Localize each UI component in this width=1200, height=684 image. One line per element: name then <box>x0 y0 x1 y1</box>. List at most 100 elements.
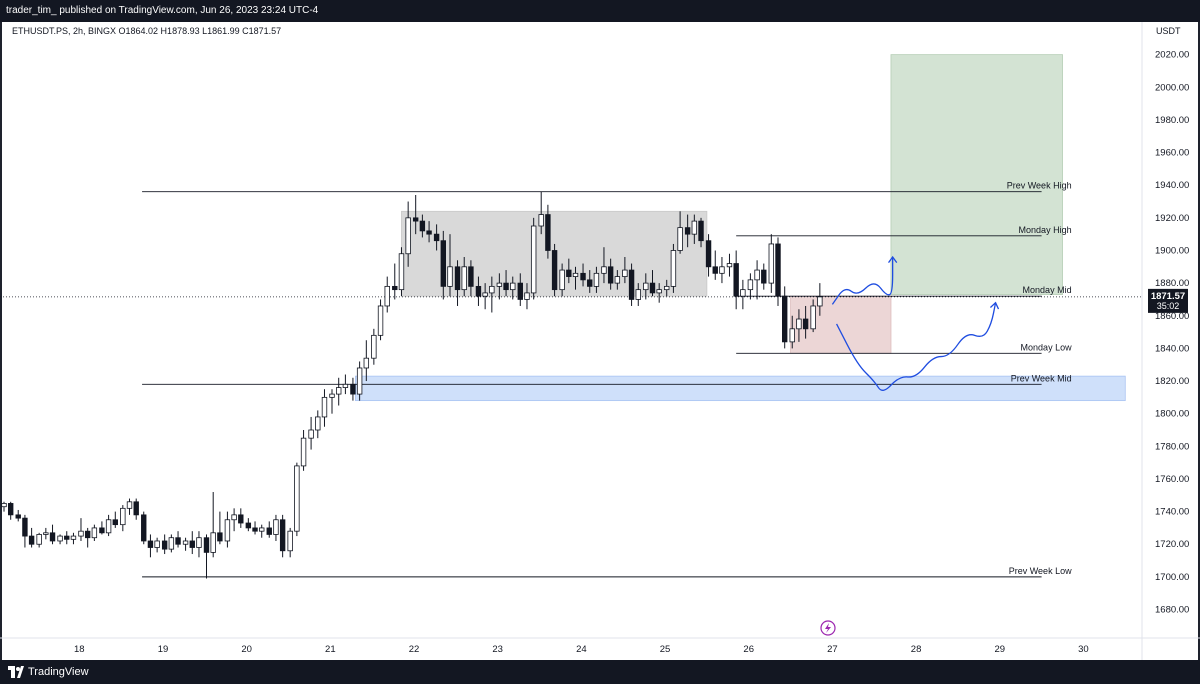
price-tick-label: 1840.00 <box>1155 343 1189 354</box>
candle-body <box>698 220 704 242</box>
price-tick-label: 1960.00 <box>1155 148 1189 159</box>
time-tick-label: 18 <box>74 644 85 655</box>
candle-body <box>489 285 495 294</box>
candle-body <box>182 540 189 545</box>
candle-body <box>712 266 718 274</box>
candle-body <box>475 285 482 297</box>
candle-body <box>572 272 579 277</box>
prev-week-high-label: Prev Week High <box>1007 181 1072 191</box>
candle-body <box>1 503 7 508</box>
price-tick-label: 1860.00 <box>1155 311 1189 322</box>
prev-week-mid-label: Prev Week Mid <box>1011 373 1072 383</box>
candle-body <box>238 514 244 524</box>
arrow-head <box>888 255 898 264</box>
candle-body <box>419 220 426 232</box>
candle-body <box>196 537 202 548</box>
price-tick-label: 1900.00 <box>1155 245 1189 256</box>
candle-body <box>684 227 691 235</box>
candle-body <box>105 519 112 534</box>
candle-body <box>740 289 746 297</box>
symbol-line: ETHUSDT.PS, 2h, BINGX O1864.02 H1878.93 … <box>12 26 281 36</box>
last-price-tag-bg <box>1148 288 1188 313</box>
candle-body <box>789 328 795 343</box>
price-tick-label: 1780.00 <box>1155 441 1189 452</box>
candle-body <box>656 289 662 294</box>
candle-body <box>530 225 537 294</box>
time-tick-label: 26 <box>743 644 754 655</box>
target-zone <box>890 54 1063 295</box>
last-price-value: 1871.57 <box>1151 291 1185 302</box>
candle-body <box>426 230 432 235</box>
arrow-head <box>989 301 1000 310</box>
candle-body <box>810 305 816 330</box>
candle-body <box>517 282 523 300</box>
candle-body <box>677 227 683 251</box>
candle-body <box>635 289 641 300</box>
tradingview-logo-icon <box>8 666 24 678</box>
time-tick-label: 28 <box>911 644 922 655</box>
candle-body <box>168 537 175 550</box>
price-tick-label: 2000.00 <box>1155 82 1189 93</box>
candle-body <box>433 233 440 242</box>
candle-body <box>691 220 698 235</box>
candle-body <box>705 240 712 268</box>
candle-body <box>147 540 154 548</box>
candle-body <box>70 535 77 540</box>
candle-body <box>392 285 398 291</box>
candle-body <box>315 416 321 431</box>
candle-body <box>622 269 628 277</box>
lightning-icon[interactable] <box>820 620 836 636</box>
candle-body <box>538 214 544 227</box>
time-tick-label: 29 <box>994 644 1005 655</box>
price-tick-label: 1800.00 <box>1155 409 1189 420</box>
candle-body <box>266 527 272 535</box>
candle-body <box>141 514 147 542</box>
candle-body <box>580 272 586 281</box>
candle-body <box>559 269 565 291</box>
candle-body <box>454 266 461 291</box>
candles-layer <box>1 191 823 579</box>
candle-body <box>99 527 105 534</box>
candle-body <box>782 295 788 343</box>
candle-body <box>747 279 754 291</box>
price-tick-label: 1940.00 <box>1155 180 1189 191</box>
candle-body <box>217 532 223 542</box>
price-tick-label: 1920.00 <box>1155 213 1189 224</box>
candle-body <box>664 285 670 291</box>
candle-body <box>210 532 216 553</box>
price-tick-label: 1680.00 <box>1155 605 1189 616</box>
candle-body <box>189 540 195 548</box>
time-tick-label: 27 <box>827 644 838 655</box>
time-tick-label: 23 <box>492 644 503 655</box>
demand-zone <box>355 375 1126 402</box>
candle-body <box>154 540 160 548</box>
candle-body <box>126 501 133 509</box>
price-tick-label: 2020.00 <box>1155 50 1189 61</box>
candle-body <box>203 537 210 553</box>
candle-body <box>649 282 656 294</box>
price-tick-label: 1760.00 <box>1155 474 1189 485</box>
zones-layer <box>355 54 1126 402</box>
time-tick-label: 21 <box>325 644 336 655</box>
candle-body <box>273 519 279 535</box>
candle-body <box>64 535 70 540</box>
candle-body <box>643 282 649 291</box>
candle-body <box>133 501 139 516</box>
publish-line: trader_tim_ published on TradingView.com… <box>6 5 319 16</box>
candle-body <box>252 527 258 532</box>
candle-body <box>363 357 370 369</box>
candle-body <box>377 305 384 336</box>
candle-body <box>7 503 14 516</box>
candle-body <box>300 437 307 467</box>
price-tick-label: 1820.00 <box>1155 376 1189 387</box>
candle-body <box>308 429 314 439</box>
candle-body <box>587 279 593 287</box>
candle-body <box>342 383 349 388</box>
time-tick-label: 25 <box>660 644 671 655</box>
candle-body <box>120 507 126 526</box>
time-tick-label: 19 <box>158 644 169 655</box>
candle-body <box>524 292 530 300</box>
price-chart[interactable]: Prev Week High Monday High Monday Mid Monda… <box>0 22 1200 660</box>
candle-body <box>231 514 237 521</box>
brand-label: TradingView <box>28 666 89 678</box>
